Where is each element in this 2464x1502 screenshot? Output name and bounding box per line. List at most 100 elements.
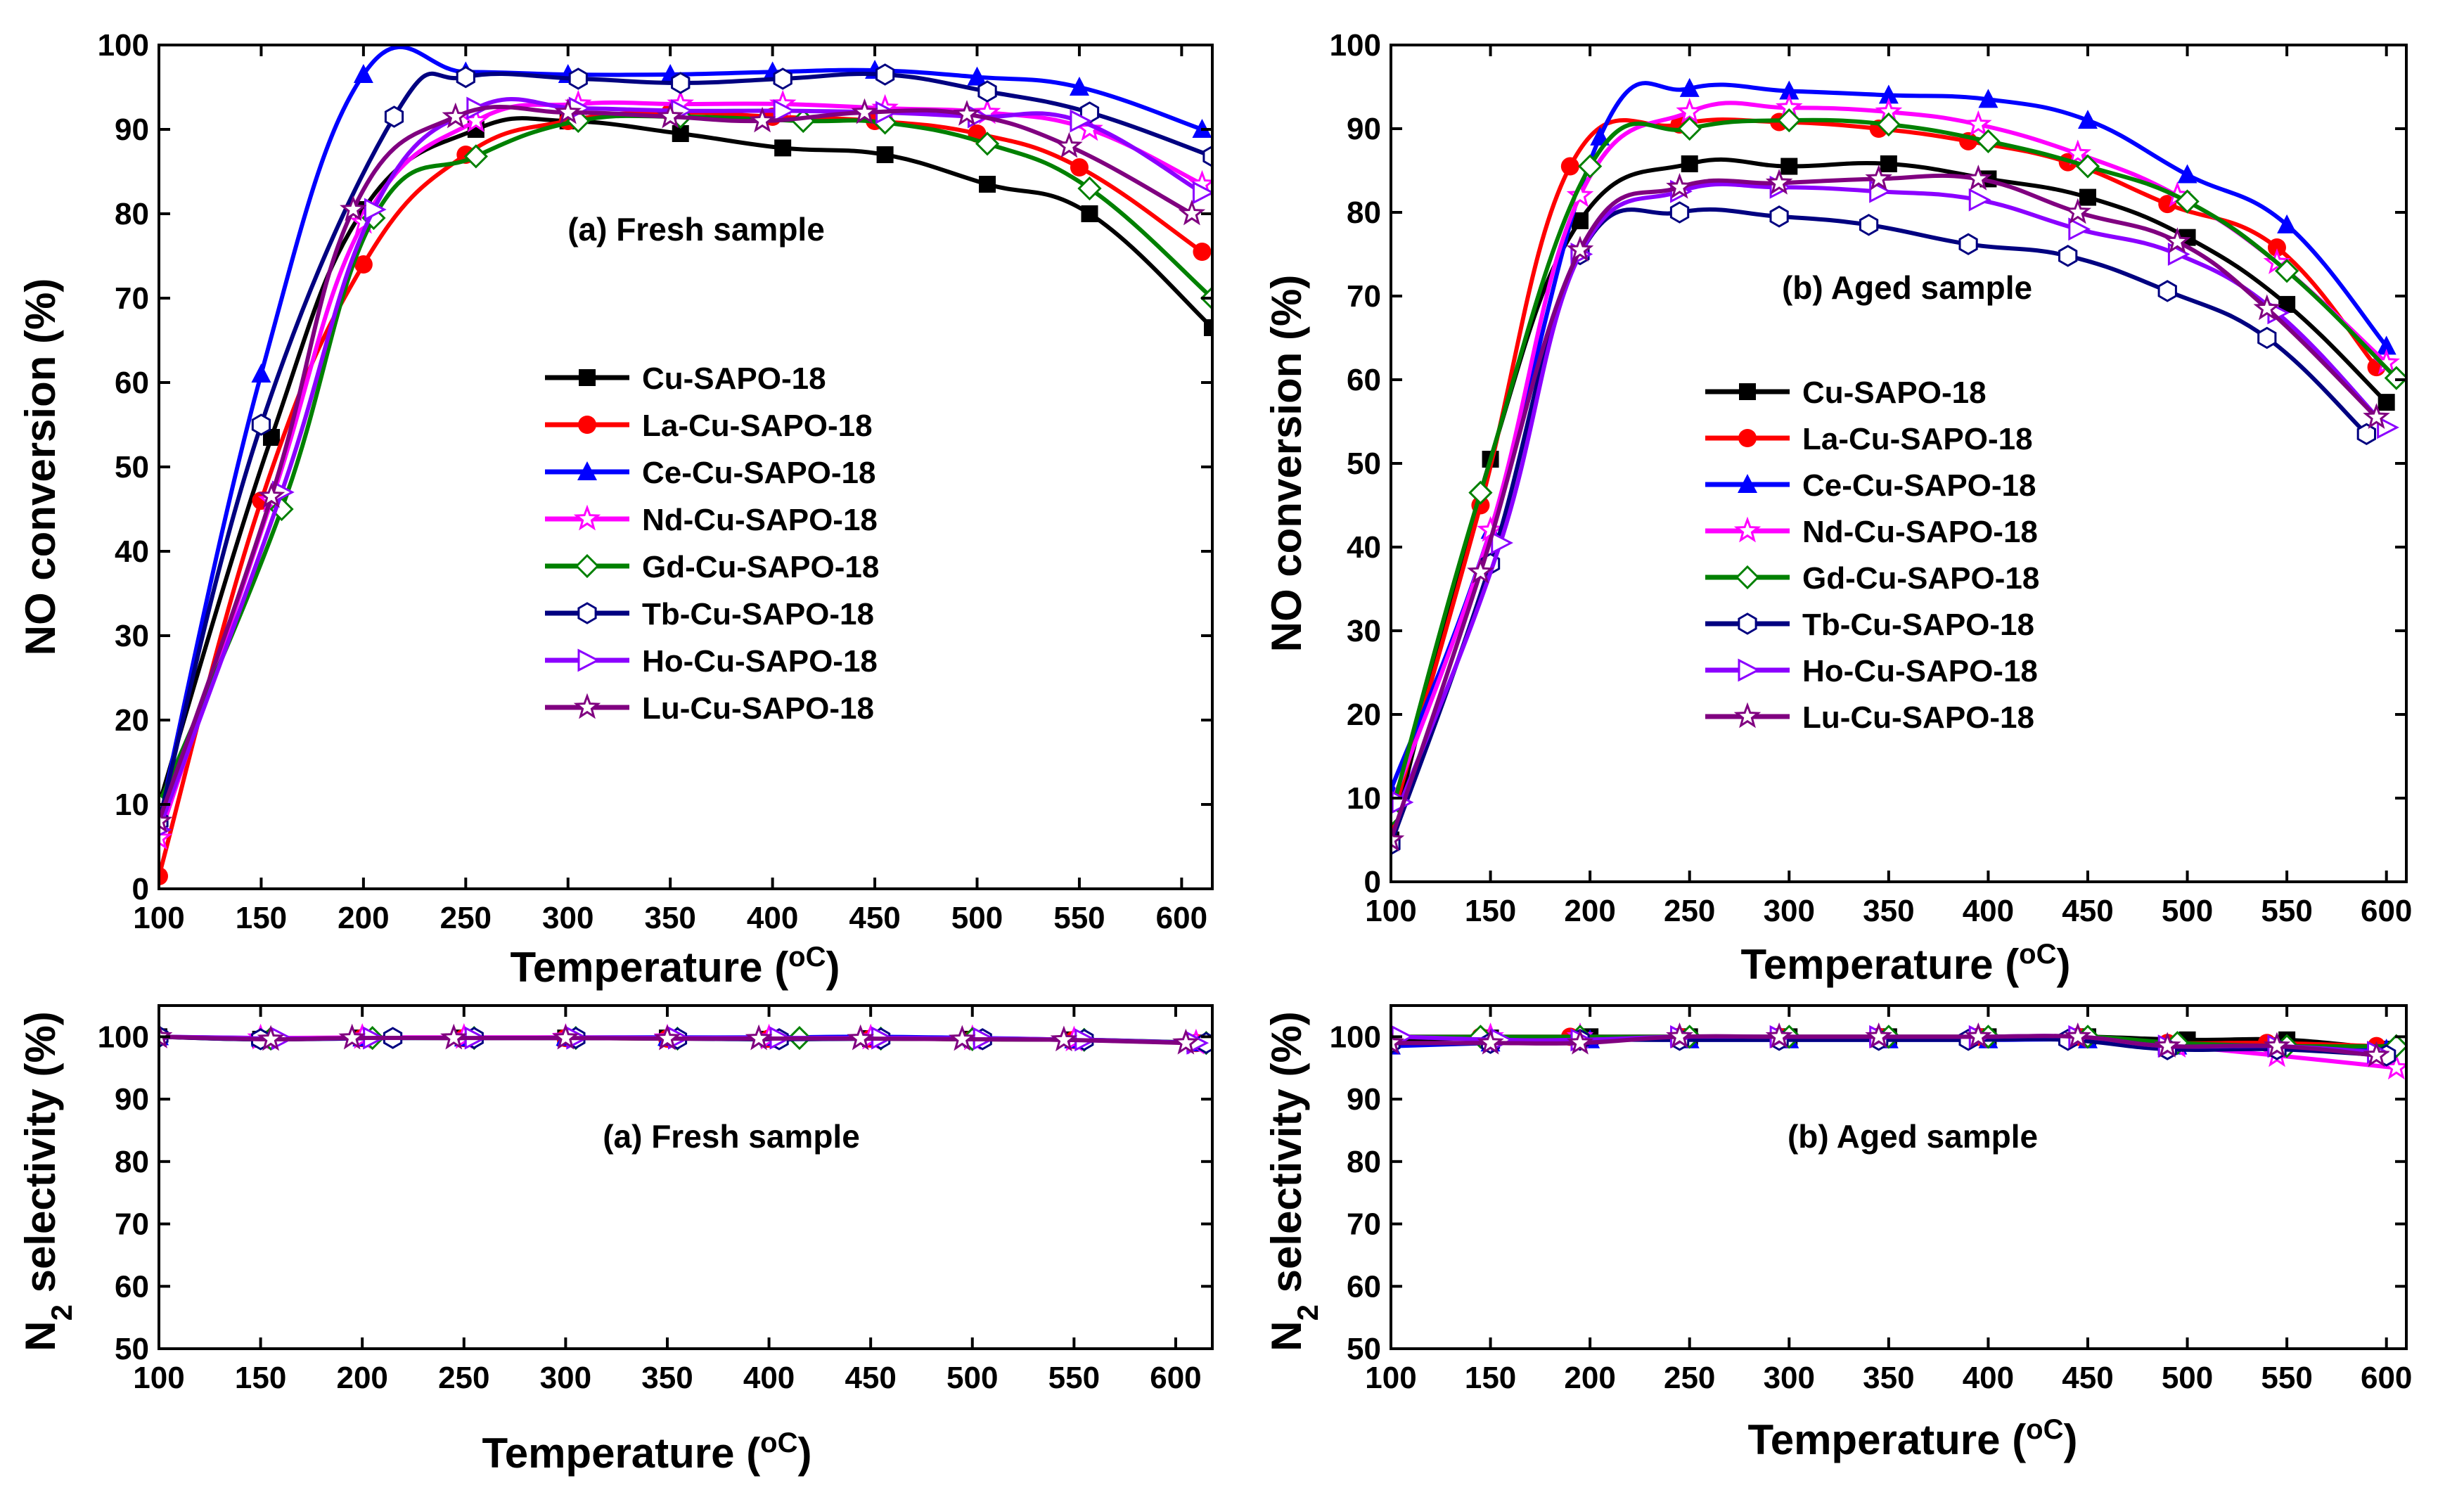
data-point-Tb-Cu-SAPO-18-305 [568, 68, 588, 90]
legend-label: Tb-Cu-SAPO-18 [642, 597, 874, 631]
data-point-Ce-Cu-SAPO-18-500 [2177, 164, 2197, 184]
x-axis-title-close: ) [2064, 1416, 2078, 1463]
legend-item-Ho-Cu-SAPO-18: Ho-Cu-SAPO-18 [545, 644, 878, 679]
panel-annotation: (a) Fresh sample [567, 211, 825, 248]
x-tick-label: 100 [1365, 894, 1416, 928]
x-axis-title-close: ) [2057, 941, 2071, 988]
x-axis-title-unit: oC [788, 942, 826, 973]
y-tick-label: 60 [115, 366, 149, 400]
y-tick-label: 50 [1347, 447, 1381, 481]
panel-annotation: (a) Fresh sample [603, 1118, 860, 1155]
data-point-Tb-Cu-SAPO-18-505 [977, 80, 997, 103]
x-axis-title-unit: oC [760, 1427, 797, 1458]
legend-label: Ce-Cu-SAPO-18 [642, 456, 876, 490]
legend: Cu-SAPO-18 La-Cu-SAPO-18 Ce-Cu-SAPO-18 Nd-C… [545, 361, 879, 726]
legend-item-Ce-Cu-SAPO-18: Ce-Cu-SAPO-18 [545, 456, 876, 490]
y-tick-label: 0 [1364, 865, 1381, 899]
data-point-Tb-Cu-SAPO-18-215 [384, 105, 404, 128]
x-axis-title-unit: oC [2026, 1414, 2063, 1445]
data-point-Cu-SAPO-18-555 [1081, 205, 1098, 222]
data-point-Gd-Cu-SAPO-18-400 [1976, 129, 2001, 153]
data-point-Lu-Cu-SAPO-18-605 [1178, 199, 1206, 226]
x-tick-label: 250 [438, 1361, 489, 1395]
data-point-Lu-Cu-SAPO-18-395 [745, 1024, 773, 1051]
series-Lu-Cu-SAPO-18 [1391, 165, 2390, 852]
data-point-Nd-Cu-SAPO-18-100 [159, 823, 173, 850]
legend-marker [1738, 474, 1757, 493]
data-point-La-Cu-SAPO-18-100 [159, 867, 168, 885]
data-point-Nd-Cu-SAPO-18-395 [1964, 110, 1992, 136]
data-point-Lu-Cu-SAPO-18-155 [257, 482, 285, 508]
legend-label: La-Cu-SAPO-18 [642, 409, 873, 443]
data-point-Gd-Cu-SAPO-18-250 [1677, 116, 1702, 141]
x-tick-label: 250 [1664, 894, 1715, 928]
data-point-Tb-Cu-SAPO-18-405 [773, 68, 793, 90]
data-point-Cu-SAPO-18-450 [2079, 188, 2096, 206]
y-tick-label: 70 [1347, 279, 1381, 314]
x-tick-label: 100 [1365, 1361, 1416, 1395]
y-tick-label: 40 [115, 534, 149, 569]
legend-item-La-Cu-SAPO-18: La-Cu-SAPO-18 [1705, 422, 2033, 456]
data-point-Lu-Cu-SAPO-18-545 [1050, 1025, 1078, 1052]
data-point-Lu-Cu-SAPO-18-245 [442, 102, 470, 129]
data-point-Ce-Cu-SAPO-18-550 [2277, 214, 2297, 233]
series-Lu-Cu-SAPO-18 [1391, 1022, 2390, 1067]
data-point-Lu-Cu-SAPO-18-195 [1566, 1028, 1594, 1055]
x-axis-title-text: Temperature ( [1748, 1416, 2027, 1463]
data-point-Lu-Cu-SAPO-18-490 [2153, 1032, 2181, 1058]
y-tick-label: 100 [1330, 28, 1381, 63]
data-point-Lu-Cu-SAPO-18-245 [440, 1023, 468, 1050]
data-point-Gd-Cu-SAPO-18-350 [1876, 112, 1901, 137]
legend-marker [1738, 612, 1757, 635]
y-axis-title-subscript: 2 [45, 1304, 78, 1321]
legend-item-Gd-Cu-SAPO-18: Gd-Cu-SAPO-18 [545, 550, 879, 584]
y-tick-label: 20 [115, 703, 149, 738]
x-tick-label: 550 [1048, 1361, 1100, 1395]
data-point-Lu-Cu-SAPO-18-540 [2253, 294, 2281, 321]
data-point-Lu-Cu-SAPO-18-445 [2064, 198, 2092, 224]
data-point-Lu-Cu-SAPO-18-195 [340, 195, 367, 222]
series-line-Ho-Cu-SAPO-18 [159, 97, 1205, 832]
x-tick-label: 400 [743, 1361, 795, 1395]
data-point-Tb-Cu-SAPO-18-615 [1202, 145, 1212, 168]
x-tick-label: 450 [849, 901, 900, 935]
data-point-Lu-Cu-SAPO-18-245 [1666, 173, 1693, 199]
series-Lu-Cu-SAPO-18 [159, 1022, 1200, 1055]
y-tick-label: 90 [1347, 112, 1381, 146]
legend-item-Cu-SAPO-18: Cu-SAPO-18 [1705, 376, 1987, 410]
x-axis-title-text: Temperature ( [482, 1430, 761, 1477]
data-point-Lu-Cu-SAPO-18-350 [656, 102, 684, 129]
x-tick-label: 550 [1053, 901, 1105, 935]
y-tick-label: 90 [1347, 1082, 1381, 1117]
x-tick-label: 500 [2162, 1361, 2213, 1395]
x-tick-label: 200 [1564, 894, 1615, 928]
legend-label: Lu-Cu-SAPO-18 [1802, 700, 2034, 735]
data-point-Cu-SAPO-18-615 [1204, 319, 1212, 336]
y-tick-label: 50 [115, 1332, 149, 1366]
legend-marker [575, 553, 600, 579]
data-point-Cu-SAPO-18-405 [774, 139, 792, 157]
x-axis-title: Temperature (oC) [1741, 939, 2071, 988]
y-axis-title-rest: selectivity (%) [1263, 1011, 1310, 1304]
y-tick-label: 20 [1347, 698, 1381, 732]
data-point-Gd-Cu-SAPO-18-255 [463, 144, 488, 169]
x-axis-title: Temperature (oC) [482, 1427, 812, 1477]
data-point-Lu-Cu-SAPO-18-100 [1391, 1028, 1405, 1055]
data-point-Ce-Cu-SAPO-18-250 [1679, 77, 1700, 97]
x-tick-label: 150 [236, 901, 287, 935]
panel-aged-selectivity: 100 150 200 250 300 350 400 450 500 550 600 50 60 70 8… [1263, 1004, 2412, 1463]
x-tick-label: 450 [845, 1361, 896, 1395]
x-axis-title-unit: oC [2019, 939, 2056, 970]
legend-marker [1739, 383, 1756, 400]
y-axis-title-text: N [1263, 1321, 1310, 1351]
data-point-La-Cu-SAPO-18-200 [354, 255, 373, 274]
legend-item-Gd-Cu-SAPO-18: Gd-Cu-SAPO-18 [1705, 561, 2039, 596]
y-tick-label: 100 [1330, 1020, 1381, 1054]
x-tick-label: 500 [951, 901, 1003, 935]
data-point-Lu-Cu-SAPO-18-300 [554, 98, 582, 124]
data-point-Lu-Cu-SAPO-18-395 [748, 106, 776, 133]
legend-marker [577, 461, 597, 480]
x-tick-label: 350 [1863, 1361, 1914, 1395]
data-point-Ce-Cu-SAPO-18-450 [2077, 110, 2098, 129]
panel-annotation: (b) Aged sample [1782, 269, 2032, 306]
